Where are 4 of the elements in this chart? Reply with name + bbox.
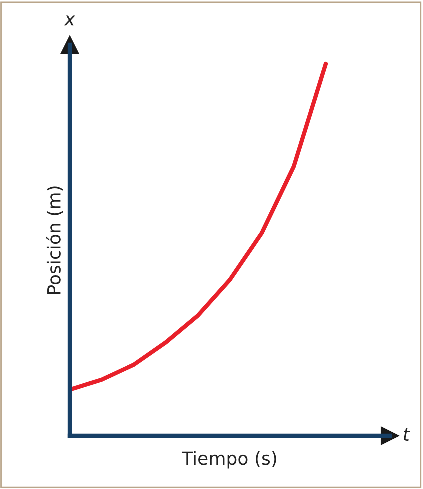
x-axis-title: Tiempo (s): [182, 451, 276, 469]
text: t: [404, 428, 410, 441]
text: x: [64, 16, 76, 26]
y-axis-title: Posición (m): [46, 186, 64, 294]
